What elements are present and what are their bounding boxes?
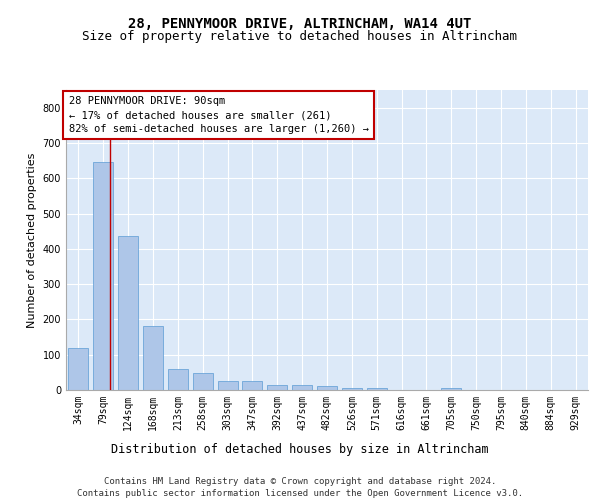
Bar	[218, 381, 238, 390]
Bar	[94, 162, 113, 390]
Text: Contains HM Land Registry data © Crown copyright and database right 2024.: Contains HM Land Registry data © Crown c…	[104, 478, 496, 486]
Bar	[168, 369, 188, 390]
Text: Distribution of detached houses by size in Altrincham: Distribution of detached houses by size …	[111, 442, 489, 456]
Bar	[68, 348, 88, 390]
Text: Size of property relative to detached houses in Altrincham: Size of property relative to detached ho…	[83, 30, 517, 43]
Y-axis label: Number of detached properties: Number of detached properties	[27, 152, 37, 328]
Bar	[268, 386, 287, 390]
Bar	[193, 374, 212, 390]
Bar	[442, 388, 461, 390]
Text: 28, PENNYMOOR DRIVE, ALTRINCHAM, WA14 4UT: 28, PENNYMOOR DRIVE, ALTRINCHAM, WA14 4U…	[128, 18, 472, 32]
Bar	[342, 388, 362, 390]
Bar	[317, 386, 337, 390]
Bar	[292, 384, 312, 390]
Bar	[367, 388, 386, 390]
Bar	[118, 236, 138, 390]
Text: Contains public sector information licensed under the Open Government Licence v3: Contains public sector information licen…	[77, 489, 523, 498]
Bar	[242, 381, 262, 390]
Text: 28 PENNYMOOR DRIVE: 90sqm
← 17% of detached houses are smaller (261)
82% of semi: 28 PENNYMOOR DRIVE: 90sqm ← 17% of detac…	[68, 96, 368, 134]
Bar	[143, 326, 163, 390]
